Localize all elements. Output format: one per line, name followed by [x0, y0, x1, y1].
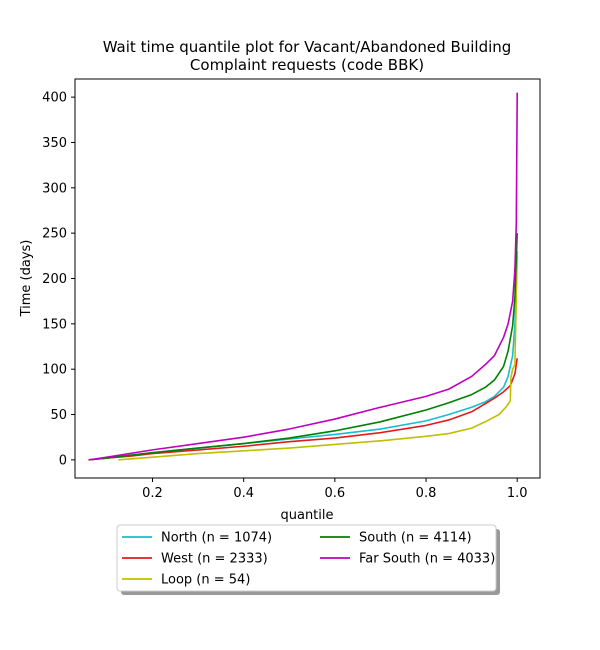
y-tick-label: 50	[50, 408, 67, 423]
y-axis: 0 50 100 150 200 250 300 350 400	[42, 91, 75, 468]
series-line	[118, 251, 519, 461]
x-axis: 0.2 0.4 0.6 0.8 1.0	[142, 478, 528, 501]
y-axis-label: Time (days)	[19, 240, 34, 318]
y-tick-label: 400	[42, 91, 67, 106]
series-line	[88, 233, 519, 461]
y-tick-label: 150	[42, 317, 67, 332]
y-tick-label: 250	[42, 227, 67, 242]
x-tick-label: 0.4	[233, 486, 254, 501]
series-line	[88, 251, 519, 461]
x-axis-label: quantile	[280, 508, 333, 523]
x-tick-label: 0.8	[416, 486, 437, 501]
legend-frame	[116, 524, 497, 592]
legend-label: Loop (n = 54)	[161, 573, 250, 588]
chart-title: Wait time quantile plot for Vacant/Aband…	[103, 38, 512, 74]
y-tick-label: 100	[42, 363, 67, 378]
x-tick-label: 0.6	[325, 486, 346, 501]
plot-area	[88, 92, 519, 461]
y-tick-label: 300	[42, 181, 67, 196]
series-line	[88, 92, 519, 461]
x-tick-label: 0.2	[142, 486, 163, 501]
legend-label: North (n = 1074)	[161, 531, 272, 546]
plot-frame	[74, 78, 541, 479]
legend-label: Far South (n = 4033)	[359, 552, 495, 567]
x-tick-label: 1.0	[507, 486, 528, 501]
y-tick-label: 0	[59, 453, 67, 468]
legend-label: West (n = 2333)	[161, 552, 268, 567]
legend: North (n = 1074) West (n = 2333) Loop (n =…	[116, 524, 500, 595]
legend-label: South (n = 4114)	[359, 531, 472, 546]
series-line	[88, 358, 519, 461]
y-tick-label: 200	[42, 272, 67, 287]
y-tick-label: 350	[42, 136, 67, 151]
